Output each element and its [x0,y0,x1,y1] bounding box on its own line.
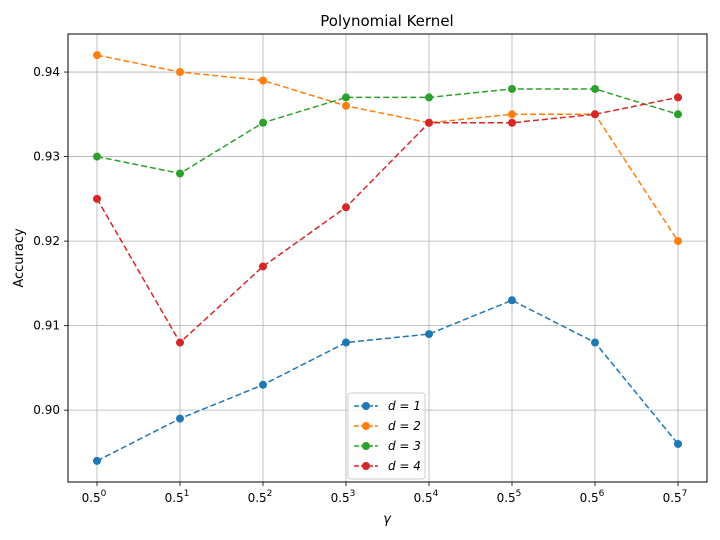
x-tick-label: 0.51 [165,489,190,505]
data-point [674,110,682,119]
data-point [508,118,516,127]
data-point [591,84,599,93]
data-point [176,338,184,347]
y-tick-label: 0.90 [33,403,60,417]
data-point [425,118,433,127]
data-point [176,68,184,77]
legend-swatch-marker [362,442,370,450]
legend-label: d = 4 [388,459,421,473]
legend-label: d = 3 [388,439,421,453]
data-point [674,93,682,102]
data-point [176,169,184,178]
y-tick-label: 0.92 [33,234,60,248]
series-line [96,299,679,462]
grid [68,34,707,482]
data-point [259,76,267,85]
legend-item: d = 3 [354,439,421,453]
legend-item: d = 4 [354,459,421,473]
data-point [93,51,101,60]
data-point [259,262,267,271]
x-axis: 0.50 0.51 0.52 0.53 0.54 0.55 0.56 0.57 [82,482,688,505]
y-axis: 0.90 0.91 0.92 0.93 0.94 [33,65,68,417]
legend-swatch-marker [362,462,370,470]
series-1 [93,296,682,465]
x-tick-label: 0.53 [331,489,356,505]
y-tick-label: 0.91 [33,319,60,333]
data-point [93,194,101,203]
x-tick-label: 0.56 [580,489,605,505]
series-line [96,96,679,344]
series-3 [93,84,682,178]
data-point [176,414,184,423]
legend: d = 1 d = 2 d = 3 d = 4 [347,392,426,480]
legend-swatch-marker [362,422,370,430]
data-point [93,152,101,161]
x-tick-label: 0.55 [497,489,522,505]
series-4 [93,93,682,347]
data-point [342,101,350,110]
data-point [425,330,433,339]
data-point [342,338,350,347]
x-axis-label: γ [383,512,392,527]
legend-box [347,392,426,480]
series-line [96,88,679,175]
y-axis-label: Accuracy [12,228,27,288]
legend-item: d = 2 [354,419,421,433]
data-point [591,338,599,347]
x-tick-label: 0.54 [414,489,439,505]
data-point [591,110,599,119]
plot-frame [67,33,708,483]
data-point [508,84,516,93]
x-tick-label: 0.52 [248,489,273,505]
data-point [508,110,516,119]
x-tick-label: 0.50 [82,489,107,505]
legend-item: d = 1 [354,399,421,413]
data-point [674,237,682,246]
data-point [259,118,267,127]
data-point [342,93,350,102]
x-tick-label: 0.57 [663,489,688,505]
data-point [342,203,350,212]
legend-label: d = 2 [388,419,421,433]
data-point [425,93,433,102]
data-point [508,296,516,305]
series-line [96,54,679,242]
data-point [674,439,682,448]
legend-swatch-marker [362,402,370,410]
data-point [93,456,101,465]
series-layer [93,51,682,465]
chart-title: Polynomial Kernel [320,12,453,30]
y-tick-label: 0.94 [33,65,60,79]
data-point [259,380,267,389]
legend-label: d = 1 [388,399,421,413]
y-tick-label: 0.93 [33,150,60,164]
